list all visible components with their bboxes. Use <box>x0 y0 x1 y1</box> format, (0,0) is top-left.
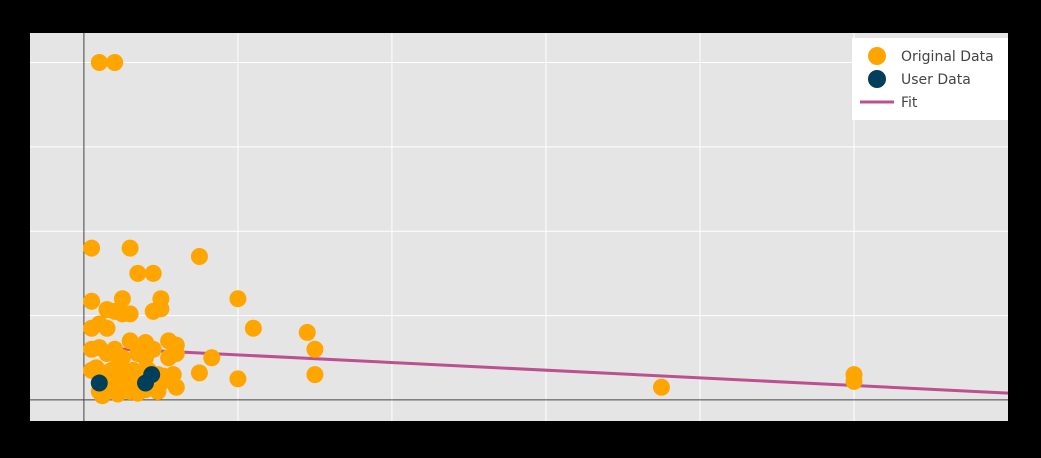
legend-marker-user-data <box>868 70 886 88</box>
zero-lines <box>30 33 1008 421</box>
y-gridlines <box>30 62 1008 317</box>
legend-item-fit[interactable]: Fit <box>860 95 918 111</box>
original-data-point <box>121 305 139 323</box>
user-data-point <box>90 374 108 392</box>
original-data-point <box>298 323 316 341</box>
original-data-point <box>98 319 116 337</box>
original-data-point <box>190 364 208 382</box>
original-data-point <box>129 264 147 282</box>
original-data-point <box>167 345 185 363</box>
legend-marker-original-data <box>868 47 886 65</box>
original-data-point <box>203 349 221 367</box>
original-data-point <box>229 370 247 388</box>
legend-item-user-data[interactable]: User Data <box>868 70 971 88</box>
original-data-point <box>106 54 124 72</box>
legend-label-original-data: Original Data <box>901 49 994 65</box>
legend-item-original-data[interactable]: Original Data <box>868 47 994 65</box>
original-data-point <box>90 54 108 72</box>
series-layer <box>83 54 1009 405</box>
original-data-point <box>109 385 127 403</box>
original-data-point <box>845 372 863 390</box>
original-data-point <box>83 292 101 310</box>
original-data-point <box>190 248 208 266</box>
original-data-point <box>121 239 139 257</box>
original-data-point <box>306 340 324 358</box>
original-data-point <box>144 340 162 358</box>
user-data-point <box>143 366 161 384</box>
legend-label-user-data: User Data <box>901 72 971 88</box>
legend: Original Data User Data Fit <box>852 38 1008 120</box>
original-data-point <box>83 239 101 257</box>
original-data-point <box>113 290 131 308</box>
original-data-point <box>167 378 185 396</box>
original-data-point <box>244 319 262 337</box>
original-data-point <box>229 290 247 308</box>
original-data-point <box>149 382 167 400</box>
original-data-point <box>306 366 324 384</box>
original-data-point <box>652 378 670 396</box>
original-data-point <box>144 264 162 282</box>
plot-area <box>30 33 1008 421</box>
original-data-point <box>152 300 170 318</box>
original-data-point <box>121 332 139 350</box>
legend-label-fit: Fit <box>901 95 918 111</box>
